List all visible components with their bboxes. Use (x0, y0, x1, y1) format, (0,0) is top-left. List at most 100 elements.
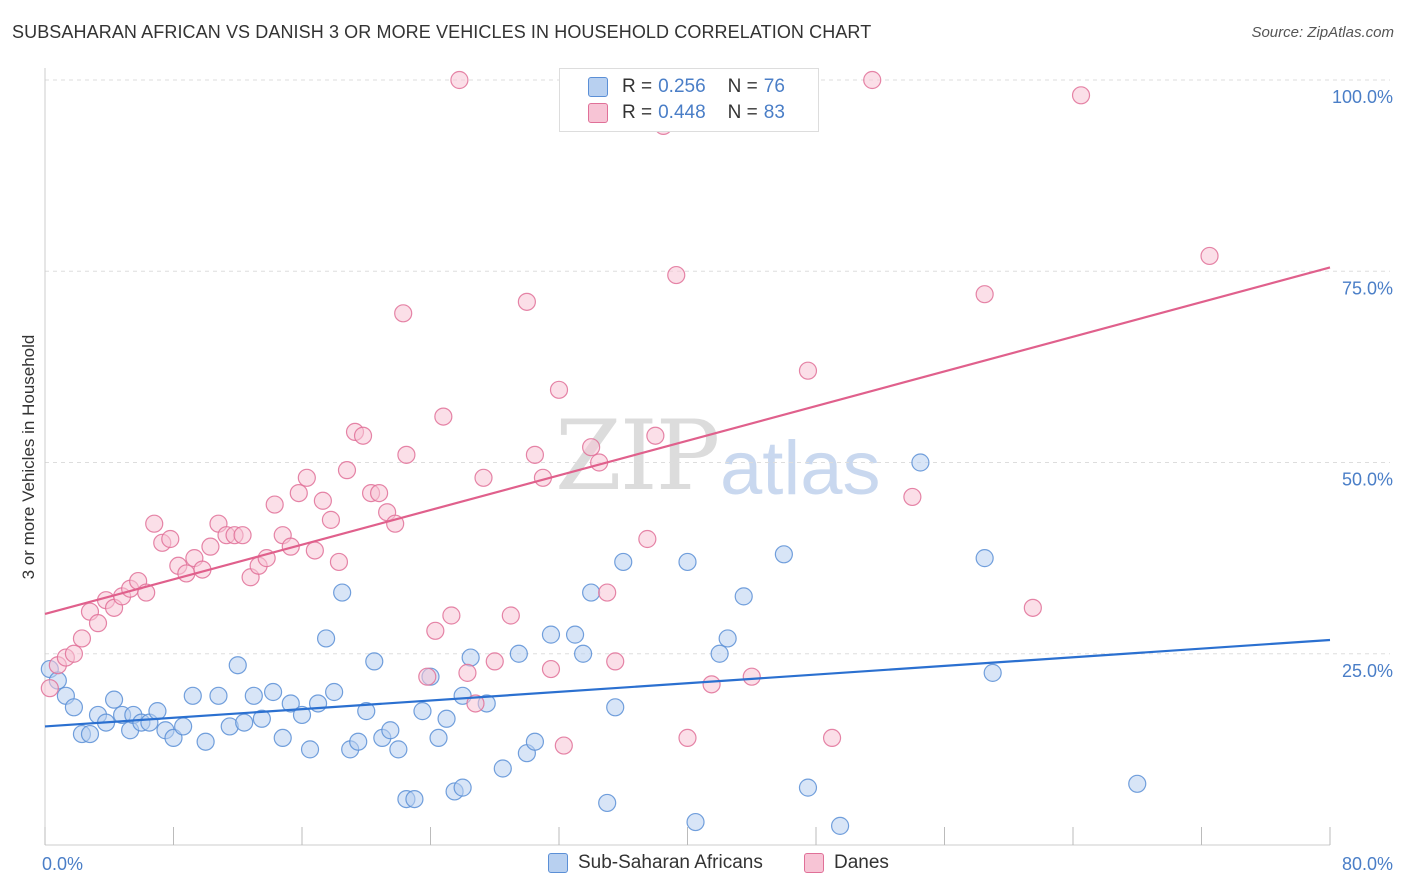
legend-row-sub-saharan: R = 0.256 N = 76 (588, 74, 807, 100)
point-sub-saharan (541, 625, 561, 644)
point-danes (822, 728, 842, 748)
point-sub-saharan (983, 663, 1002, 682)
chart-title: SUBSAHARAN AFRICAN VS DANISH 3 OR MORE V… (12, 22, 872, 42)
point-danes (370, 484, 389, 503)
point-sub-saharan (598, 793, 617, 813)
watermark-atlas: atlas (720, 426, 881, 511)
bottom-legend-blue-icon (548, 853, 568, 873)
point-sub-saharan (606, 698, 625, 717)
trend-lines (44, 266, 1331, 728)
point-danes (549, 380, 569, 399)
point-sub-saharan (565, 625, 585, 644)
point-danes (798, 361, 818, 380)
point-danes (501, 606, 520, 625)
point-sub-saharan (252, 709, 271, 728)
point-danes (525, 445, 545, 464)
point-sub-saharan (273, 728, 292, 748)
point-danes (903, 487, 922, 507)
point-danes (201, 537, 220, 556)
point-danes (40, 679, 59, 698)
point-danes (434, 407, 453, 426)
point-danes (418, 667, 437, 686)
point-danes (975, 285, 994, 304)
point-sub-saharan (228, 656, 247, 675)
point-sub-saharan (798, 778, 818, 797)
point-danes (321, 510, 341, 529)
point-sub-saharan (148, 702, 167, 721)
point-sub-saharan (686, 812, 705, 832)
point-danes (1023, 598, 1042, 617)
point-sub-saharan (292, 705, 312, 725)
point-danes (863, 70, 882, 90)
point-sub-saharan (389, 740, 408, 759)
point-danes (1200, 246, 1219, 266)
point-sub-saharan (453, 778, 472, 797)
point-sub-saharan (333, 583, 352, 602)
legend-swatch-blue-icon (588, 77, 608, 97)
point-sub-saharan (911, 453, 930, 472)
point-danes (474, 468, 493, 487)
point-sub-saharan (183, 686, 202, 705)
point-sub-saharan (365, 652, 384, 671)
point-sub-saharan (525, 732, 545, 751)
point-danes (397, 445, 416, 464)
point-danes (702, 675, 721, 694)
point-danes (582, 438, 601, 457)
trend-line-sub-saharan (44, 638, 1331, 728)
point-sub-saharan (196, 732, 215, 751)
y-tick-label: 100.0% (1332, 87, 1393, 107)
legend-r-label: R = (622, 102, 653, 123)
point-danes (337, 461, 357, 480)
legend-n-label: N = (727, 76, 758, 97)
bottom-legend-pink-icon (804, 853, 824, 873)
point-sub-saharan (349, 732, 368, 751)
point-danes (233, 526, 252, 545)
point-danes (394, 304, 413, 323)
watermark-zip: ZIP (555, 400, 720, 512)
point-sub-saharan (830, 816, 850, 835)
point-sub-saharan (774, 545, 793, 564)
point-danes (598, 583, 617, 602)
point-sub-saharan (413, 702, 432, 721)
point-danes (485, 652, 504, 671)
point-danes (329, 552, 349, 572)
point-sub-saharan (429, 728, 448, 748)
point-sub-saharan (263, 682, 283, 702)
point-danes (297, 468, 316, 487)
point-sub-saharan (174, 717, 193, 736)
series-name-sub-saharan: Sub-Saharan Africans (578, 852, 763, 873)
point-danes (353, 426, 373, 445)
point-sub-saharan (244, 686, 263, 705)
y-tick-label: 25.0% (1342, 661, 1393, 681)
legend-n-label: N = (727, 102, 758, 123)
point-sub-saharan (357, 702, 376, 721)
legend-n-value: 76 (763, 76, 785, 97)
point-sub-saharan (573, 644, 593, 663)
point-sub-saharan (104, 690, 124, 709)
point-sub-saharan (975, 549, 994, 568)
data-points (40, 70, 1219, 835)
point-sub-saharan (325, 682, 344, 702)
series-name-danes: Danes (834, 852, 889, 873)
legend-r-label: R = (622, 76, 653, 97)
point-danes (289, 484, 308, 503)
point-sub-saharan (734, 587, 753, 606)
point-danes (1071, 86, 1091, 105)
point-danes (458, 663, 477, 682)
grid-lines (45, 79, 1390, 655)
point-sub-saharan (64, 698, 84, 717)
tick-labels: 25.0% 50.0% 75.0% 100.0% 0.0% 80.0% (42, 87, 1393, 874)
point-danes (305, 541, 324, 560)
point-sub-saharan (461, 648, 480, 667)
point-sub-saharan (209, 686, 228, 705)
x-tick-label: 0.0% (42, 854, 83, 874)
point-sub-saharan (509, 644, 528, 663)
point-danes (541, 659, 561, 679)
point-danes (145, 514, 164, 533)
bottom-legend-sub-saharan: Sub-Saharan Africans (548, 852, 763, 874)
point-danes (638, 529, 657, 549)
point-danes (442, 606, 461, 625)
bottom-legend-danes: Danes (804, 852, 889, 874)
point-sub-saharan (718, 629, 737, 648)
